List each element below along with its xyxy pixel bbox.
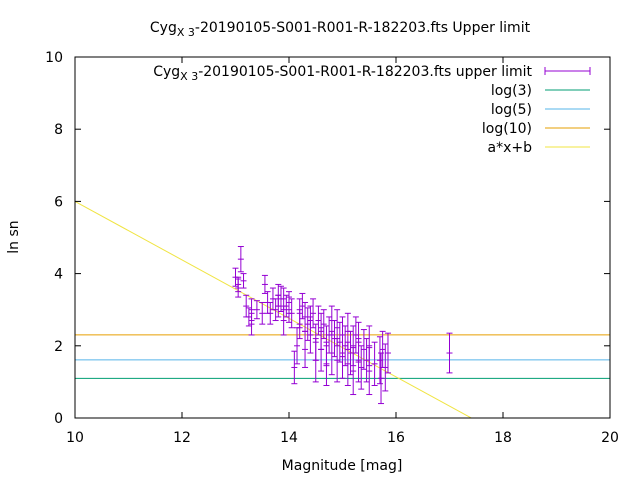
legend-item: CygX 3-20190105-S001-R001-R-182203.fts u… (153, 64, 591, 83)
data-point (294, 327, 301, 365)
data-point (286, 296, 292, 323)
y-tick-label: 4 (54, 267, 63, 283)
data-point (384, 332, 391, 374)
data-point (312, 338, 319, 383)
data-point (280, 305, 287, 336)
legend-item: a*x+b (488, 140, 590, 156)
data-point (347, 330, 354, 376)
data-point (296, 309, 303, 340)
data-point (350, 347, 357, 396)
data-point (328, 330, 335, 376)
data-point (302, 330, 309, 368)
chart-title: CygX 3-20190105-S001-R001-R-182203.fts U… (150, 20, 531, 39)
data-point (382, 343, 389, 392)
y-tick-label: 0 (54, 411, 63, 427)
data-point (318, 327, 325, 372)
legend-label: CygX 3-20190105-S001-R001-R-182203.fts u… (153, 64, 532, 83)
legend: CygX 3-20190105-S001-R001-R-182203.fts u… (153, 64, 591, 156)
data-point (334, 338, 341, 383)
legend-label: a*x+b (488, 140, 533, 156)
x-tick-label: 14 (280, 430, 298, 446)
legend-item: log(5) (491, 102, 590, 118)
data-point (237, 246, 244, 273)
data-point (320, 309, 327, 340)
legend-label: log(10) (482, 121, 532, 137)
data-point (248, 298, 255, 322)
data-point (342, 325, 349, 367)
data-point (352, 316, 359, 354)
data-point (291, 350, 298, 385)
data-point (371, 341, 378, 387)
x-tick-label: 16 (387, 430, 405, 446)
axis-ticks: 10 12 14 16 18 20 0 2 4 6 8 10 (45, 50, 619, 446)
x-tick-label: 20 (601, 430, 619, 446)
y-tick-label: 2 (54, 339, 63, 355)
data-point (376, 336, 383, 385)
data-point (245, 307, 252, 327)
data-point (259, 301, 266, 325)
data-point (446, 332, 453, 374)
plot-area (75, 200, 610, 418)
y-tick-label: 8 (54, 122, 63, 138)
chart-title-rest: -20190105-S001-R001-R-182203.fts Upper l… (195, 20, 531, 36)
data-point (288, 298, 295, 329)
data-point (363, 338, 370, 383)
data-point (253, 300, 260, 320)
data-point (339, 334, 346, 379)
data-point (240, 273, 247, 289)
legend-item: log(10) (482, 121, 590, 137)
chart-title-sub: X 3 (177, 26, 195, 39)
x-tick-label: 12 (173, 430, 191, 446)
data-point (299, 292, 306, 320)
x-tick-label: 10 (66, 430, 84, 446)
legend-label: log(3) (491, 83, 532, 99)
data-point (366, 325, 373, 367)
data-point (261, 274, 268, 294)
data-point (310, 298, 317, 329)
y-axis-label: ln sn (6, 220, 22, 253)
data-point (358, 345, 365, 390)
y-tick-label: 6 (54, 194, 63, 210)
data-point (355, 321, 362, 363)
plot-frame (74, 56, 611, 419)
data-point (302, 301, 309, 332)
data-point (336, 321, 343, 363)
x-tick-label: 18 (494, 430, 512, 446)
data-point (267, 301, 274, 325)
data-point (315, 305, 322, 336)
data-point (235, 278, 242, 298)
data-point (307, 316, 314, 354)
y-tick-label: 10 (45, 50, 63, 66)
data-point (243, 294, 250, 318)
legend-label: log(5) (491, 102, 532, 118)
data-point (323, 341, 330, 387)
chart-title-main: Cyg (150, 20, 177, 36)
legend-item: log(3) (491, 83, 590, 99)
data-point (360, 329, 367, 370)
data-point (304, 307, 311, 341)
x-axis-label: Magnitude [mag] (282, 458, 403, 474)
